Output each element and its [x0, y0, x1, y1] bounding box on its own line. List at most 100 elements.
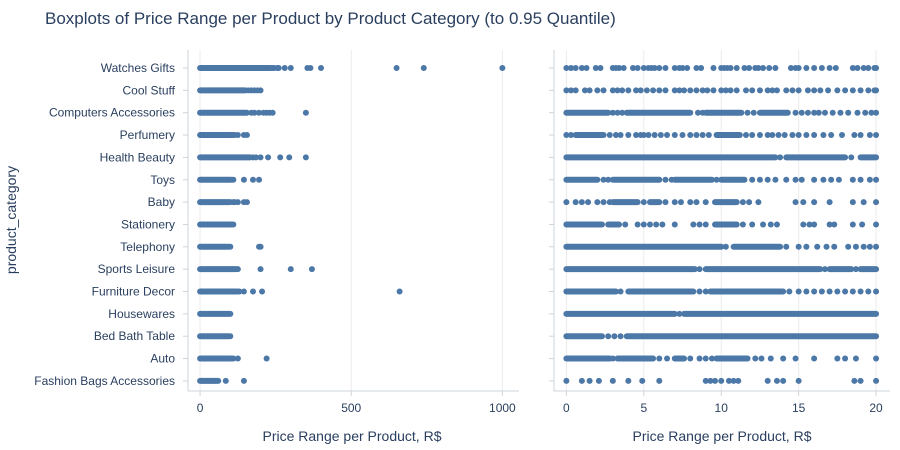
- data-point-1-watches-gifts-13: [640, 65, 647, 71]
- data-point-1-baby-1: [572, 199, 579, 206]
- left-panel: 0 500 1000: [183, 50, 519, 415]
- data-point-1-bed-bath-table-2: [617, 333, 624, 340]
- data-point-1-telephony-7: [845, 243, 852, 250]
- data-point-1-cool-stuff-18: [676, 87, 683, 94]
- data-point-1-computers-accessories-19: [873, 109, 880, 116]
- data-point-1-cool-stuff-3: [581, 87, 588, 94]
- data-point-1-cool-stuff-48: [873, 87, 880, 94]
- data-point-1-fashion-bags-accessories-1: [578, 377, 585, 384]
- data-point-1-sports-leisure-0: [696, 266, 703, 273]
- data-point-1-perfumery-6: [633, 132, 640, 139]
- data-point-1-telephony-0: [722, 243, 729, 250]
- data-point-0-fashion-bags-accessories-0: [215, 377, 222, 384]
- data-point-1-perfumery-24: [775, 132, 782, 139]
- data-point-1-computers-accessories-10: [811, 109, 818, 116]
- y-tick-label-computers-accessories: Computers Accessories: [49, 106, 175, 120]
- data-point-1-perfumery-36: [873, 132, 880, 139]
- data-point-1-baby-20: [826, 199, 833, 206]
- data-point-1-watches-gifts-43: [818, 65, 825, 71]
- data-point-1-watches-gifts-21: [679, 65, 686, 71]
- data-point-1-cool-stuff-43: [842, 87, 849, 94]
- data-point-1-watches-gifts-37: [772, 65, 779, 71]
- data-point-1-furniture-decor-14: [873, 288, 880, 295]
- data-point-1-cool-stuff-29: [743, 87, 749, 94]
- data-point-1-perfumery-20: [749, 132, 756, 139]
- data-point-0-bed-bath-table-1: [227, 333, 234, 340]
- data-point-1-computers-accessories-5: [744, 109, 751, 116]
- data-point-1-watches-gifts-30: [733, 65, 740, 71]
- data-point-1-toys-18: [866, 176, 873, 183]
- data-point-1-toys-19: [873, 176, 880, 183]
- data-point-1-health-beauty-1: [848, 154, 855, 161]
- data-point-1-watches-gifts-51: [873, 65, 880, 71]
- data-point-1-toys-3: [668, 176, 675, 183]
- data-point-1-baby-14: [739, 199, 746, 206]
- data-point-1-perfumery-1: [568, 132, 575, 139]
- point-cluster-1-baby-0: [609, 199, 641, 206]
- data-point-1-perfumery-4: [617, 132, 624, 139]
- data-point-1-watches-gifts-2: [572, 65, 579, 71]
- point-cluster-0-furniture-decor: [197, 288, 240, 295]
- data-point-1-watches-gifts-46: [849, 65, 856, 71]
- data-point-1-cool-stuff-25: [718, 87, 725, 94]
- point-cluster-1-health-beauty-1: [783, 154, 849, 161]
- data-point-0-fashion-bags-accessories-2: [240, 377, 247, 384]
- point-cluster-0-housewares: [197, 310, 232, 317]
- data-point-1-cool-stuff-2: [572, 87, 579, 94]
- data-point-1-computers-accessories-9: [804, 109, 811, 116]
- data-point-1-baby-17: [792, 199, 799, 206]
- data-point-1-cool-stuff-27: [727, 87, 734, 94]
- data-point-1-perfumery-35: [866, 132, 873, 139]
- data-point-1-cool-stuff-9: [619, 87, 626, 94]
- data-point-1-furniture-decor-0: [617, 288, 624, 295]
- data-point-1-watches-gifts-24: [698, 65, 705, 71]
- data-point-1-stationery-20: [849, 221, 856, 228]
- data-point-1-perfumery-31: [828, 132, 835, 139]
- data-point-1-sports-leisure-1: [821, 266, 828, 273]
- y-tick-label-health-beauty: Health Beauty: [100, 150, 175, 164]
- point-cluster-1-furniture-decor-2: [707, 288, 787, 295]
- point-cluster-1-health-beauty-2: [857, 154, 880, 161]
- data-point-1-perfumery-5: [625, 132, 632, 139]
- data-point-1-cool-stuff-4: [586, 87, 593, 94]
- data-point-1-telephony-10: [866, 243, 873, 250]
- data-point-1-baby-13: [702, 199, 709, 206]
- data-point-1-cool-stuff-15: [656, 87, 663, 94]
- data-point-1-cool-stuff-1: [568, 87, 575, 94]
- data-point-1-auto-9: [767, 355, 774, 362]
- data-point-1-cool-stuff-12: [637, 87, 644, 94]
- data-point-1-fashion-bags-accessories-11: [718, 377, 725, 384]
- point-cluster-1-bed-bath-table-0: [563, 333, 605, 340]
- data-point-1-fashion-bags-accessories-7: [656, 377, 663, 384]
- data-point-0-watches-gifts-12: [499, 65, 506, 71]
- y-axis-title: product_category: [3, 166, 19, 274]
- data-point-1-stationery-13: [767, 221, 774, 228]
- data-point-1-stationery-17: [811, 221, 818, 228]
- data-point-1-watches-gifts-0: [563, 65, 570, 71]
- data-point-1-toys-1: [605, 176, 612, 183]
- data-point-1-auto-13: [834, 355, 841, 362]
- data-point-1-cool-stuff-8: [614, 87, 621, 94]
- y-tick-label-telephony: Telephony: [120, 240, 175, 254]
- data-point-1-auto-3: [687, 355, 694, 362]
- data-point-1-computers-accessories-8: [798, 109, 805, 116]
- data-point-1-perfumery-26: [789, 132, 796, 139]
- data-point-1-watches-gifts-11: [629, 65, 636, 71]
- x-tick-label-0-0: 0: [197, 401, 204, 415]
- chart-title: Boxplots of Price Range per Product by P…: [45, 9, 616, 28]
- data-point-1-watches-gifts-5: [592, 65, 599, 71]
- data-point-1-toys-4: [713, 176, 720, 183]
- data-point-1-fashion-bags-accessories-0: [563, 377, 570, 384]
- data-point-1-telephony-11: [873, 243, 880, 250]
- data-point-1-cool-stuff-45: [857, 87, 864, 94]
- data-point-1-perfumery-16: [693, 132, 700, 139]
- data-point-1-stationery-22: [873, 221, 880, 228]
- y-tick-label-fashion-bags-accessories: Fashion Bags Accessories: [34, 374, 175, 388]
- point-cluster-1-bed-bath-table-1: [623, 333, 880, 340]
- data-point-1-perfumery-15: [687, 132, 694, 139]
- data-point-1-perfumery-29: [811, 132, 818, 139]
- data-point-1-cool-stuff-44: [849, 87, 856, 94]
- data-point-1-watches-gifts-38: [787, 65, 794, 71]
- data-point-1-health-beauty-0: [777, 154, 784, 161]
- data-point-1-auto-5: [702, 355, 709, 362]
